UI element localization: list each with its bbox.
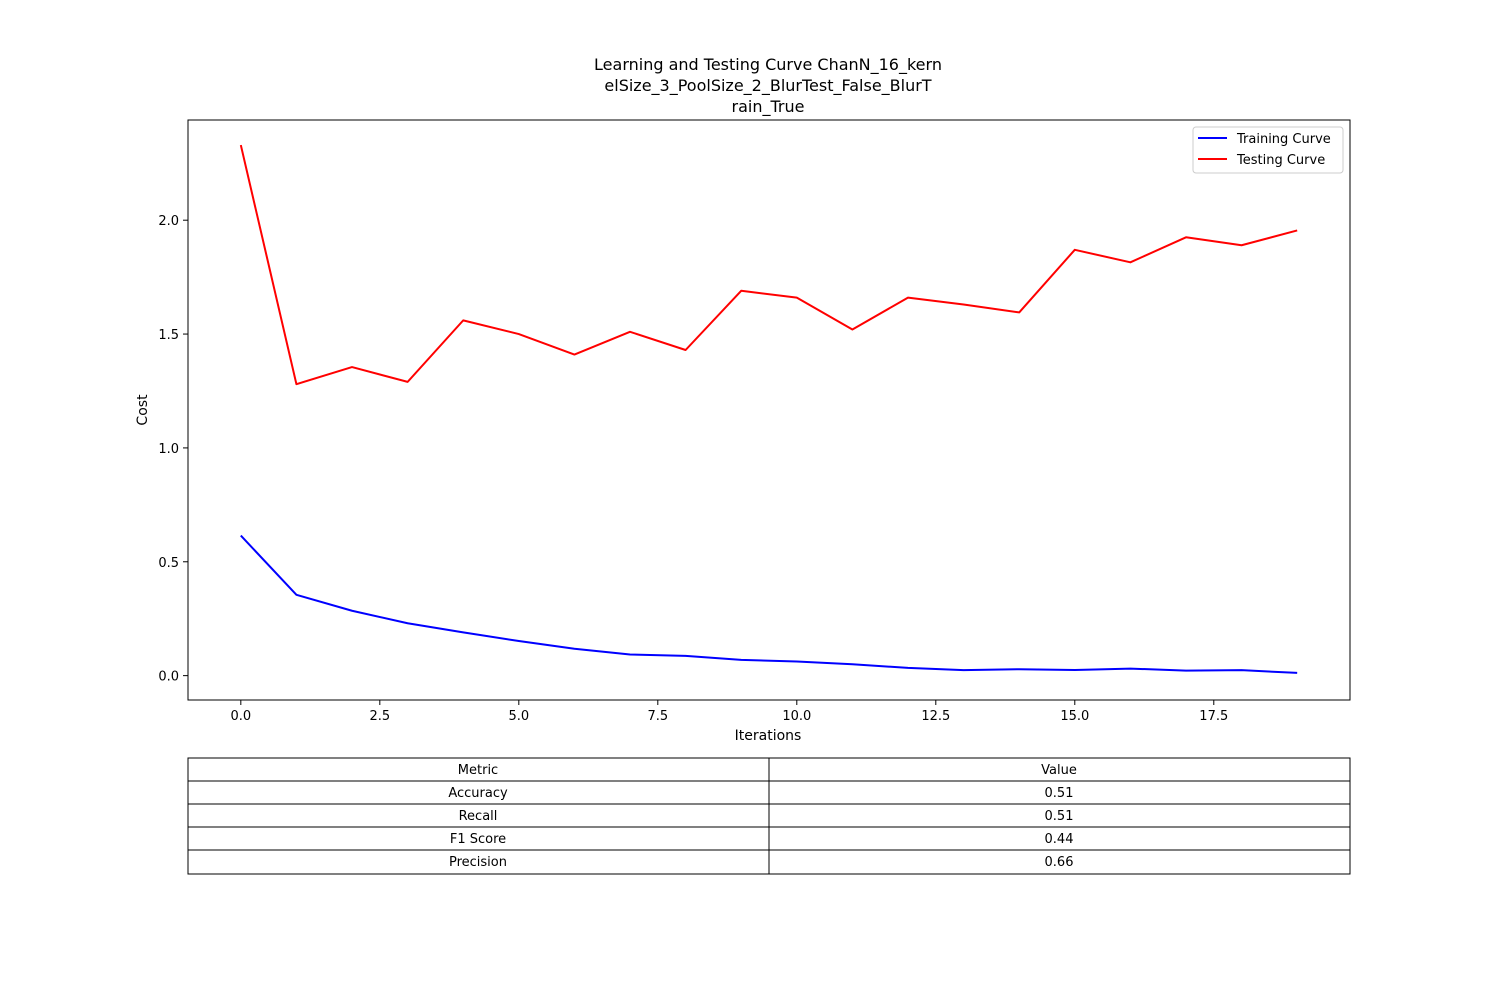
title-line-2: elSize_3_PoolSize_2_BlurTest_False_BlurT — [604, 76, 931, 96]
y-tick-label: 1.0 — [158, 442, 179, 457]
y-axis-label: Cost — [135, 394, 151, 426]
chart-title: Learning and Testing Curve ChanN_16_kern… — [594, 55, 942, 117]
x-tick-label: 0.0 — [230, 709, 251, 724]
series-line-training — [240, 534, 1298, 674]
x-tick-label: 15.0 — [1060, 709, 1089, 724]
table-header-value: Value — [1041, 763, 1077, 778]
plot-area — [187, 119, 1351, 701]
y-tick-label: 1.5 — [158, 328, 179, 343]
legend-label-testing: Testing Curve — [1236, 153, 1325, 168]
x-axis-label: Iterations — [735, 728, 802, 744]
title-line-3: rain_True — [732, 97, 805, 117]
table-cell-metric: Recall — [459, 809, 498, 824]
x-tick-label: 12.5 — [921, 709, 950, 724]
legend-frame — [1192, 126, 1344, 174]
y-tick-label: 0.5 — [158, 556, 179, 571]
table-cell-value: 0.51 — [1045, 809, 1074, 824]
axes-frame — [187, 119, 1351, 701]
y-tick-label: 2.0 — [158, 214, 179, 229]
x-tick-label: 17.5 — [1199, 709, 1228, 724]
metrics-table: Metric Value Accuracy 0.51 Recall 0.51 F… — [187, 757, 1351, 875]
series-line-testing — [239, 144, 1298, 386]
x-tick-label: 7.5 — [647, 709, 668, 724]
y-tick-label: 0.0 — [158, 670, 179, 685]
x-tick-label: 5.0 — [508, 709, 529, 724]
x-tick-label: 10.0 — [782, 709, 811, 724]
table-cell-value: 0.66 — [1045, 855, 1074, 870]
title-line-1: Learning and Testing Curve ChanN_16_kern — [594, 55, 942, 75]
legend: Training Curve Testing Curve — [1192, 126, 1344, 174]
x-tick-label: 2.5 — [369, 709, 390, 724]
legend-label-training: Training Curve — [1236, 132, 1331, 147]
table-cell-metric: Accuracy — [448, 786, 508, 801]
axis-ticks: 0.0 2.5 5.0 7.5 10.0 12.5 15.0 17.5 0.0 0.5 1.0 1.5… — [158, 214, 1228, 724]
table-cell-metric: Precision — [449, 855, 507, 870]
table-cell-value: 0.44 — [1045, 832, 1074, 847]
table-cell-metric: F1 Score — [450, 832, 506, 847]
table-header-metric: Metric — [458, 763, 498, 778]
table-cell-value: 0.51 — [1045, 786, 1074, 801]
